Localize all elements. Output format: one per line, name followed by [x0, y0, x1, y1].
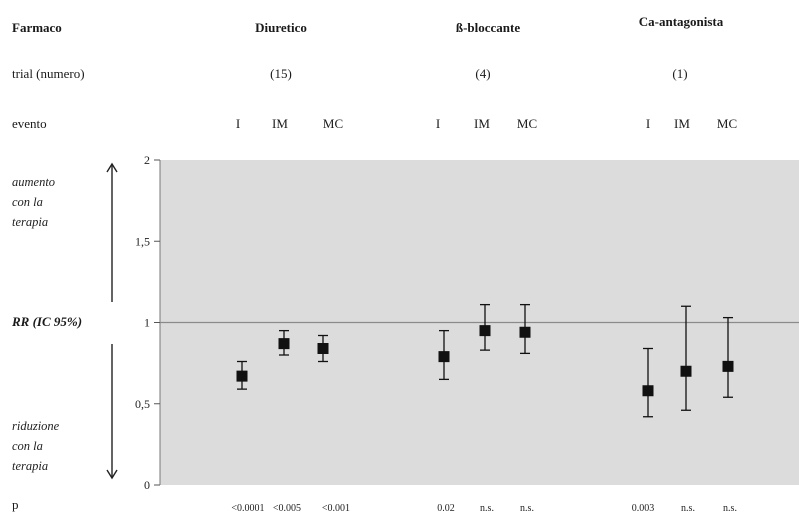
- rr-point-marker: [519, 326, 531, 338]
- p-value: <0.0001: [231, 503, 264, 514]
- group-name-beta-bloccante: ß-bloccante: [455, 20, 521, 35]
- trial-count-ca-antagonista: (1): [672, 66, 688, 81]
- y-tick-label: 0,5: [135, 397, 150, 411]
- decrease-line: con la: [12, 439, 43, 453]
- event-label: IM: [674, 116, 690, 131]
- p-value: <0.005: [273, 503, 301, 514]
- y-tick-label: 1: [144, 316, 150, 330]
- increase-annotation: aumento con la terapia: [12, 172, 55, 232]
- trial-count-beta-bloccante: (4): [475, 66, 491, 81]
- p-value: n.s.: [681, 503, 695, 514]
- trial-count-diuretico: (15): [270, 66, 292, 81]
- group-name-ca-antagonista: Ca-antagonista: [638, 14, 724, 29]
- y-tick-label: 0: [144, 478, 150, 492]
- direction-arrows: [106, 162, 118, 480]
- down-arrow-icon: [106, 344, 118, 480]
- up-arrow-icon: [106, 162, 118, 302]
- rr-point-marker: [278, 338, 290, 350]
- trial-label: trial (numero): [12, 66, 85, 81]
- rr-point-marker: [317, 343, 329, 354]
- p-value: 0.003: [632, 503, 655, 514]
- y-tick-label: 1,5: [135, 234, 150, 248]
- event-label: MC: [322, 116, 344, 131]
- rr-point-marker: [479, 325, 491, 337]
- event-label: IM: [272, 116, 288, 131]
- rr-point-marker: [438, 351, 450, 363]
- farmaco-label: Farmaco: [12, 20, 62, 35]
- rr-point-marker: [236, 370, 248, 382]
- rr-point-marker: [680, 365, 692, 377]
- p-value: n.s.: [723, 503, 737, 514]
- p-value: <0.001: [322, 503, 350, 514]
- rr-point-marker: [642, 385, 654, 397]
- increase-line: con la: [12, 195, 43, 209]
- decrease-line: riduzione: [12, 419, 60, 433]
- p-label: p: [12, 497, 19, 512]
- p-value: 0.02: [437, 503, 455, 514]
- evento-label: evento: [12, 116, 47, 131]
- p-value: n.s.: [520, 503, 534, 514]
- y-axis-label: RR (IC 95%): [12, 314, 83, 329]
- event-label: IM: [474, 116, 490, 131]
- increase-line: aumento: [12, 175, 56, 189]
- event-label: I: [235, 116, 241, 131]
- y-tick-label: 2: [144, 153, 150, 167]
- event-label: MC: [716, 116, 738, 131]
- increase-line: terapia: [12, 215, 49, 229]
- event-label: I: [645, 116, 651, 131]
- rr-point-marker: [722, 360, 734, 372]
- decrease-line: terapia: [12, 459, 49, 473]
- p-value: n.s.: [480, 503, 494, 514]
- event-label: MC: [516, 116, 538, 131]
- event-label: I: [435, 116, 441, 131]
- group-name-diuretico: Diuretico: [255, 20, 307, 35]
- decrease-annotation: riduzione con la terapia: [12, 416, 59, 476]
